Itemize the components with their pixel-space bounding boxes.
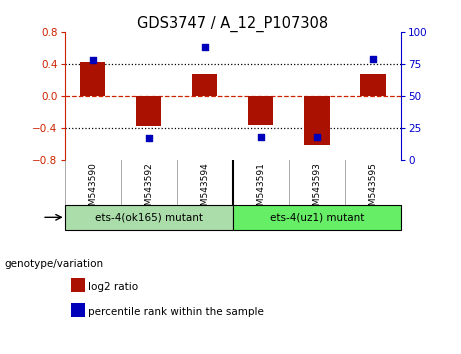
Point (257, 134, 265, 139)
Text: genotype/variation: genotype/variation (5, 259, 104, 269)
Bar (248, 96, 273, 125)
Bar (304, 96, 330, 145)
Point (201, 44, 208, 50)
Text: log2 ratio: log2 ratio (88, 282, 138, 292)
Text: ets-4(ok165) mutant: ets-4(ok165) mutant (95, 212, 203, 222)
Text: GSM543590: GSM543590 (88, 162, 97, 217)
Title: GDS3747 / A_12_P107308: GDS3747 / A_12_P107308 (137, 16, 328, 32)
Point (145, 135, 152, 141)
Point (313, 134, 321, 139)
Text: GSM543592: GSM543592 (144, 162, 153, 217)
Bar (233, 205, 401, 230)
Bar (65, 205, 233, 230)
Bar (136, 96, 161, 126)
Text: GSM543593: GSM543593 (313, 162, 321, 217)
Text: ets-4(uz1) mutant: ets-4(uz1) mutant (270, 212, 364, 222)
Text: GSM543591: GSM543591 (256, 162, 266, 217)
Text: GSM543594: GSM543594 (200, 162, 209, 217)
Bar (80, 62, 105, 96)
Point (369, 56, 377, 62)
Bar (361, 74, 386, 96)
Text: percentile rank within the sample: percentile rank within the sample (88, 307, 264, 316)
Point (89, 57, 96, 63)
Text: GSM543595: GSM543595 (368, 162, 378, 217)
Bar (192, 74, 218, 96)
